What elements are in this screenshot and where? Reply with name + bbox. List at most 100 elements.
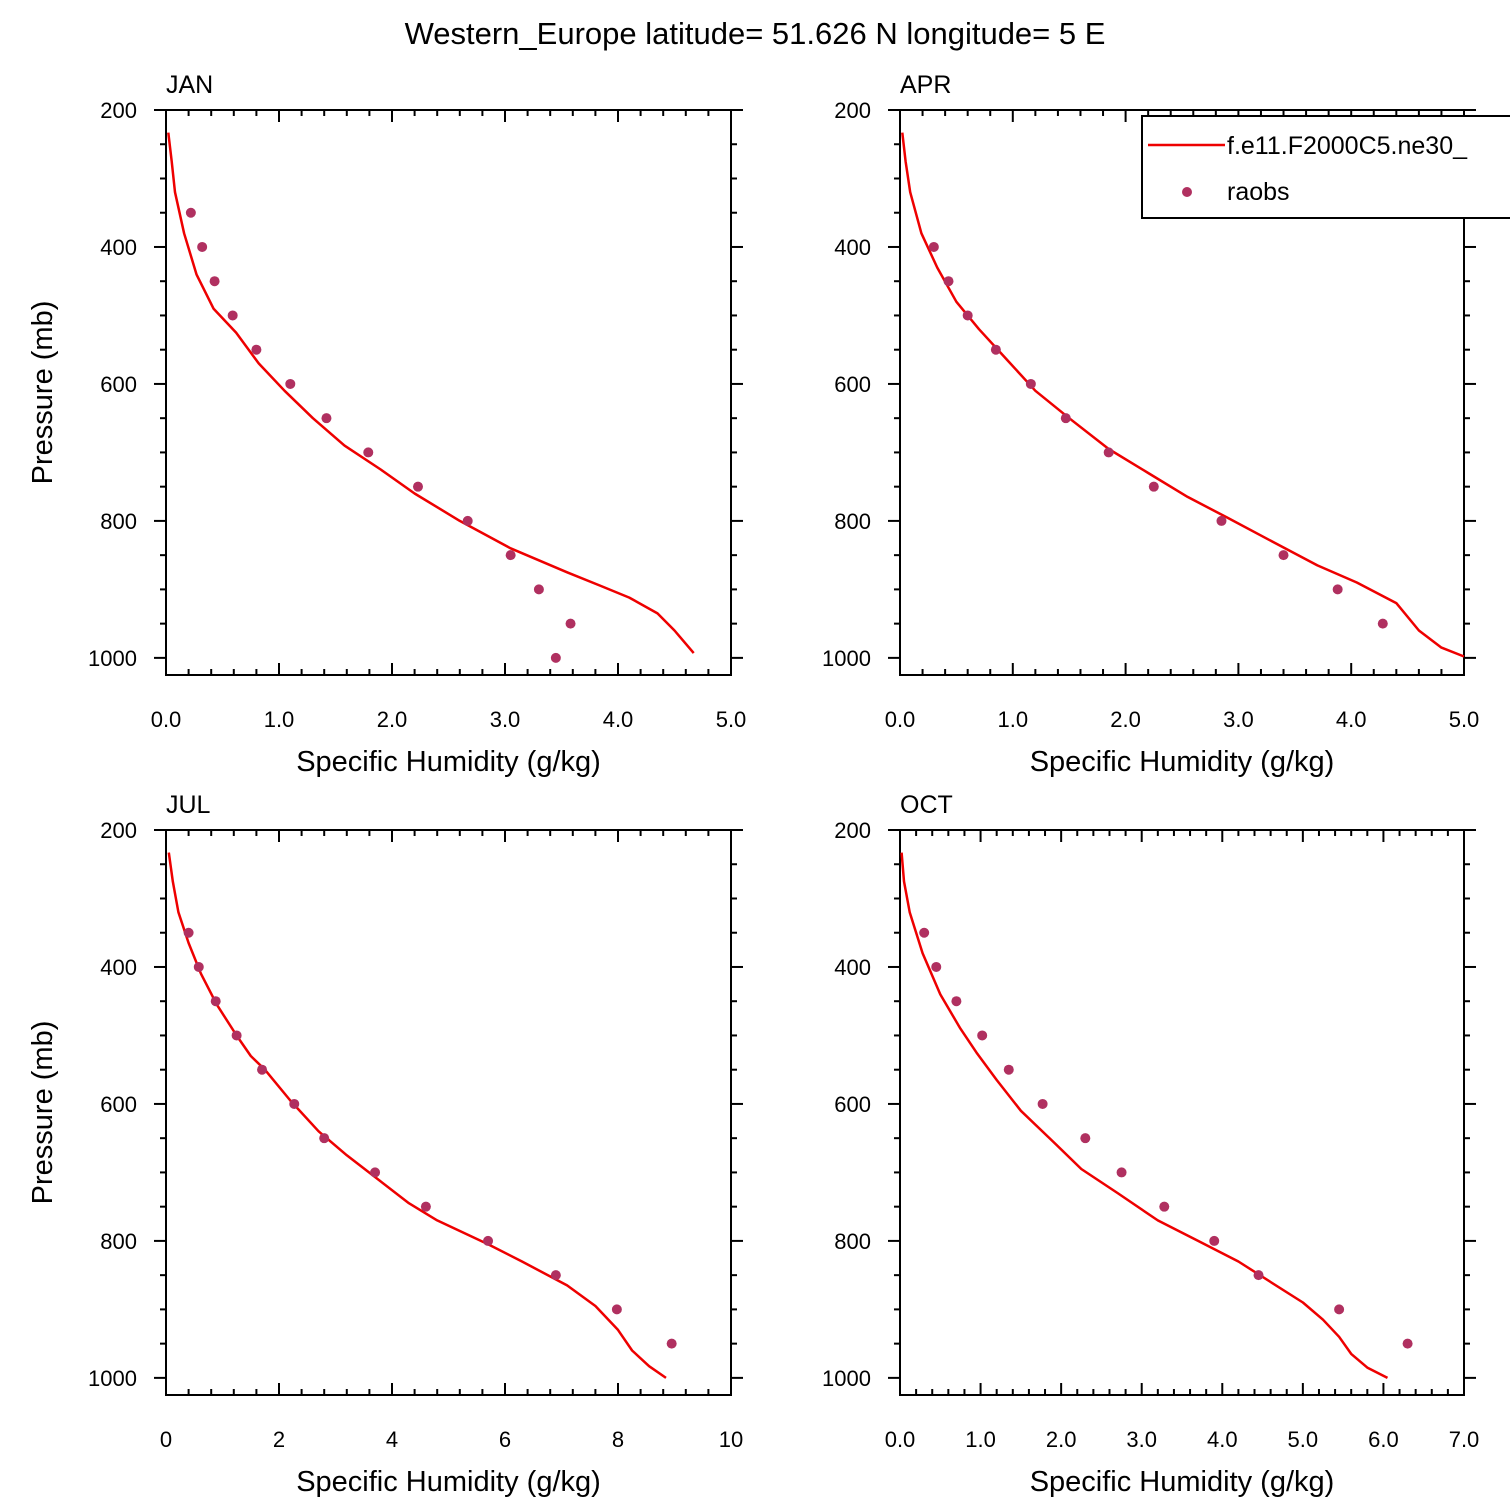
obs-point (420, 1201, 431, 1212)
y-tick-label: 200 (100, 98, 137, 123)
y-tick-label: 200 (834, 98, 871, 123)
obs-point (210, 996, 221, 1007)
x-tick-label: 7.0 (1449, 1427, 1480, 1452)
panel-title: OCT (900, 791, 953, 819)
legend-model-label: f.e11.F2000C5.ne30_ (1227, 132, 1468, 160)
x-tick-label: 6.0 (1368, 1427, 1399, 1452)
obs-point (1060, 413, 1071, 424)
x-tick-label: 4.0 (1336, 707, 1367, 732)
y-tick-label: 400 (834, 955, 871, 980)
y-tick-label: 400 (100, 955, 137, 980)
x-tick-label: 2.0 (377, 707, 408, 732)
legend-obs-label: raobs (1227, 178, 1290, 206)
obs-point (363, 447, 374, 458)
obs-point (321, 413, 332, 424)
obs-point (285, 378, 296, 389)
obs-point (1037, 1098, 1048, 1109)
x-tick-label: 2.0 (1046, 1427, 1077, 1452)
obs-point (257, 1064, 268, 1075)
obs-point (231, 1030, 242, 1041)
obs-point (928, 241, 939, 252)
obs-point (919, 927, 930, 938)
x-tick-label: 4 (386, 1427, 398, 1452)
figure-title: Western_Europe latitude= 51.626 N longit… (405, 16, 1106, 51)
obs-point (533, 584, 544, 595)
y-tick-label: 800 (834, 1229, 871, 1254)
obs-point (1377, 618, 1388, 629)
y-tick-label: 800 (834, 509, 871, 534)
x-tick-label: 0.0 (885, 707, 916, 732)
obs-point (197, 241, 208, 252)
obs-point (193, 961, 204, 972)
y-tick-label: 200 (100, 818, 137, 843)
x-tick-label: 2 (273, 1427, 285, 1452)
x-axis-title: Specific Humidity (g/kg) (1030, 1466, 1335, 1498)
obs-point (1148, 481, 1159, 492)
x-tick-label: 2.0 (1110, 707, 1141, 732)
panel-jul: 0 2 4 6 8 10 200 400 600 800 1000 JUL Specific Humid… (27, 791, 743, 1498)
panel-oct: 0.0 1.0 2.0 3.0 4.0 5.0 6.0 7.0 200 400 600 800 1000… (822, 791, 1479, 1498)
obs-point (1278, 550, 1289, 561)
x-tick-label: 3.0 (1126, 1427, 1157, 1452)
y-tick-label: 600 (834, 372, 871, 397)
obs-point (951, 996, 962, 1007)
obs-point (1334, 1304, 1345, 1315)
x-axis-title: Specific Humidity (g/kg) (296, 746, 601, 778)
plot-frame (899, 109, 1465, 676)
y-tick-label: 1000 (88, 646, 137, 671)
y-tick-label: 200 (834, 818, 871, 843)
x-tick-label: 6 (499, 1427, 511, 1452)
obs-point (1159, 1201, 1170, 1212)
model-line (167, 132, 695, 654)
y-axis-title: Pressure (mb) (27, 1021, 59, 1205)
x-tick-label: 5.0 (1449, 707, 1480, 732)
panels: 0.0 1.0 2.0 3.0 4.0 5.0 200 400 600 800 1000 JAN Spe… (27, 71, 1479, 1498)
obs-point (943, 276, 954, 287)
obs-point (462, 515, 473, 526)
plot-frame (899, 829, 1465, 1396)
plot-frame (165, 109, 732, 676)
panel-apr: 0.0 1.0 2.0 3.0 4.0 5.0 200 400 600 800 1000 APR Spe… (822, 71, 1479, 778)
obs-point (1332, 584, 1343, 595)
x-tick-label: 8 (612, 1427, 624, 1452)
y-tick-label: 600 (100, 372, 137, 397)
obs-point (611, 1304, 622, 1315)
plot-frame (165, 829, 732, 1396)
obs-point (990, 344, 1001, 355)
x-tick-label: 3.0 (1223, 707, 1254, 732)
obs-point (1116, 1167, 1127, 1178)
x-tick-label: 4.0 (1207, 1427, 1238, 1452)
obs-point (1216, 515, 1227, 526)
legend: f.e11.F2000C5.ne30_ raobs (1141, 115, 1510, 219)
y-tick-label: 1000 (822, 1366, 871, 1391)
obs-point (251, 344, 262, 355)
obs-point (183, 927, 194, 938)
obs-point (931, 961, 942, 972)
x-tick-label: 1.0 (998, 707, 1029, 732)
obs-point (505, 550, 516, 561)
obs-point (289, 1098, 300, 1109)
y-tick-label: 600 (100, 1092, 137, 1117)
obs-point (185, 207, 196, 218)
obs-point (412, 481, 423, 492)
x-tick-label: 0.0 (151, 707, 182, 732)
legend-obs-marker (1182, 187, 1192, 197)
y-tick-label: 1000 (822, 646, 871, 671)
y-tick-label: 600 (834, 1092, 871, 1117)
y-tick-label: 400 (100, 235, 137, 260)
obs-point (319, 1133, 330, 1144)
obs-point (565, 618, 576, 629)
obs-point (977, 1030, 988, 1041)
panel-jan: 0.0 1.0 2.0 3.0 4.0 5.0 200 400 600 800 1000 JAN Spe… (27, 71, 746, 778)
y-tick-label: 800 (100, 509, 137, 534)
x-tick-label: 1.0 (264, 707, 295, 732)
model-line (900, 852, 1389, 1380)
obs-point (370, 1167, 381, 1178)
x-tick-label: 1.0 (965, 1427, 996, 1452)
x-axis-title: Specific Humidity (g/kg) (1030, 746, 1335, 778)
y-tick-label: 800 (100, 1229, 137, 1254)
obs-point (962, 310, 973, 321)
x-tick-label: 4.0 (603, 707, 634, 732)
y-tick-label: 1000 (88, 1366, 137, 1391)
